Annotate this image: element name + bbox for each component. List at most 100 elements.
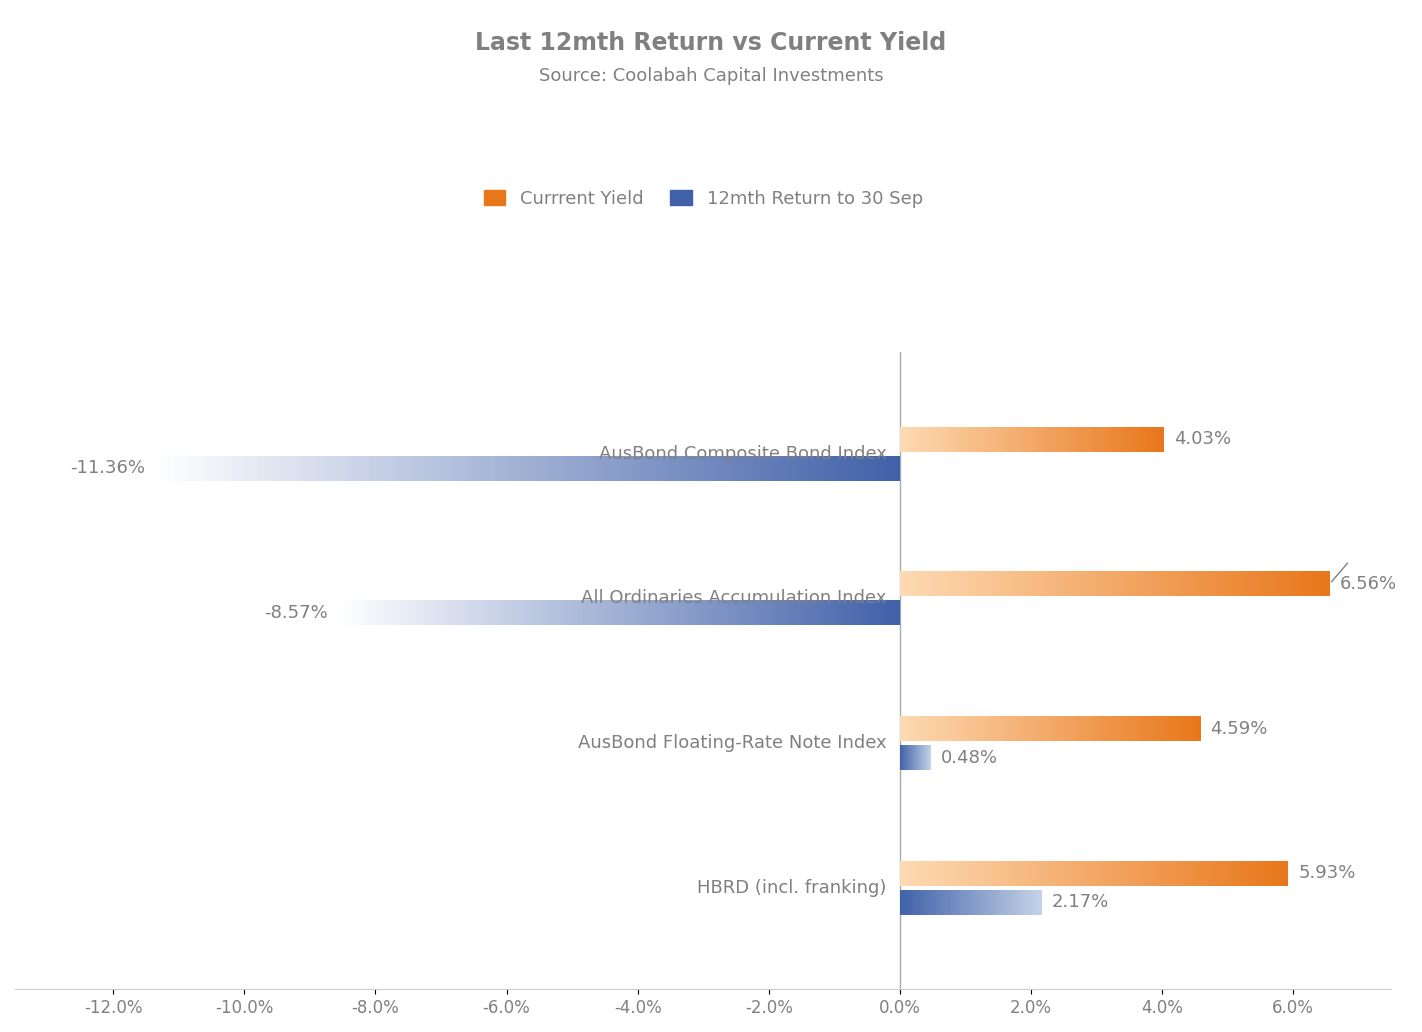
Bar: [516, 601, 518, 625]
Bar: [398, 455, 401, 481]
Bar: [637, 601, 640, 625]
Bar: [454, 601, 456, 625]
Bar: [693, 601, 694, 625]
Bar: [546, 601, 547, 625]
Bar: [813, 601, 816, 625]
Bar: [950, 572, 951, 596]
Bar: [748, 601, 749, 625]
Bar: [592, 455, 594, 481]
Bar: [1204, 572, 1206, 596]
Bar: [640, 455, 641, 481]
Bar: [563, 601, 565, 625]
Bar: [803, 455, 805, 481]
Bar: [584, 455, 587, 481]
Bar: [368, 455, 371, 481]
Bar: [904, 572, 906, 596]
Bar: [688, 601, 690, 625]
Bar: [576, 601, 577, 625]
Bar: [759, 601, 761, 625]
Bar: [536, 601, 539, 625]
Bar: [560, 601, 563, 625]
Bar: [1253, 572, 1254, 596]
Bar: [707, 455, 708, 481]
Bar: [1052, 572, 1054, 596]
Bar: [919, 572, 920, 596]
Bar: [808, 455, 811, 481]
Bar: [439, 601, 441, 625]
Bar: [1112, 572, 1113, 596]
Bar: [994, 572, 995, 596]
Legend: Currrent Yield, 12mth Return to 30 Sep: Currrent Yield, 12mth Return to 30 Sep: [476, 183, 930, 216]
Bar: [1158, 572, 1159, 596]
Bar: [257, 455, 259, 481]
Bar: [483, 455, 485, 481]
Bar: [775, 601, 776, 625]
Bar: [954, 572, 956, 596]
Bar: [550, 601, 552, 625]
Bar: [757, 455, 758, 481]
Bar: [798, 455, 801, 481]
Bar: [441, 601, 444, 625]
Bar: [894, 601, 896, 625]
Bar: [465, 601, 468, 625]
Bar: [1182, 572, 1183, 596]
Bar: [384, 455, 385, 481]
Bar: [392, 601, 394, 625]
Bar: [395, 455, 398, 481]
Bar: [438, 601, 439, 625]
Bar: [1166, 572, 1167, 596]
Bar: [1300, 572, 1301, 596]
Bar: [607, 601, 610, 625]
Bar: [1298, 572, 1300, 596]
Bar: [1180, 572, 1182, 596]
Bar: [653, 601, 654, 625]
Bar: [562, 455, 565, 481]
Bar: [195, 455, 198, 481]
Bar: [923, 572, 924, 596]
Bar: [377, 455, 378, 481]
Bar: [327, 455, 328, 481]
Bar: [371, 455, 374, 481]
Bar: [664, 455, 667, 481]
Bar: [415, 455, 418, 481]
Bar: [611, 601, 613, 625]
Bar: [374, 455, 377, 481]
Bar: [964, 572, 966, 596]
Bar: [547, 455, 550, 481]
Bar: [499, 601, 501, 625]
Bar: [1051, 572, 1052, 596]
Bar: [784, 455, 785, 481]
Bar: [557, 601, 559, 625]
Bar: [657, 455, 658, 481]
Bar: [388, 455, 391, 481]
Bar: [1246, 572, 1247, 596]
Bar: [1024, 572, 1025, 596]
Bar: [939, 572, 940, 596]
Bar: [381, 455, 384, 481]
Bar: [1241, 572, 1243, 596]
Bar: [566, 601, 569, 625]
Bar: [681, 601, 683, 625]
Bar: [1005, 572, 1007, 596]
Bar: [725, 601, 728, 625]
Bar: [587, 455, 590, 481]
Bar: [848, 455, 850, 481]
Text: All Ordinaries Accumulation Index: All Ordinaries Accumulation Index: [582, 589, 887, 608]
Bar: [695, 601, 698, 625]
Bar: [380, 601, 381, 625]
Bar: [924, 572, 926, 596]
Bar: [1220, 572, 1221, 596]
Bar: [1250, 572, 1251, 596]
Bar: [681, 455, 684, 481]
Bar: [988, 572, 990, 596]
Bar: [538, 455, 540, 481]
Bar: [617, 601, 619, 625]
Bar: [483, 601, 486, 625]
Bar: [832, 601, 835, 625]
Bar: [178, 455, 181, 481]
Bar: [1186, 572, 1187, 596]
Bar: [742, 601, 744, 625]
Bar: [485, 455, 488, 481]
Bar: [873, 601, 876, 625]
Bar: [943, 572, 944, 596]
